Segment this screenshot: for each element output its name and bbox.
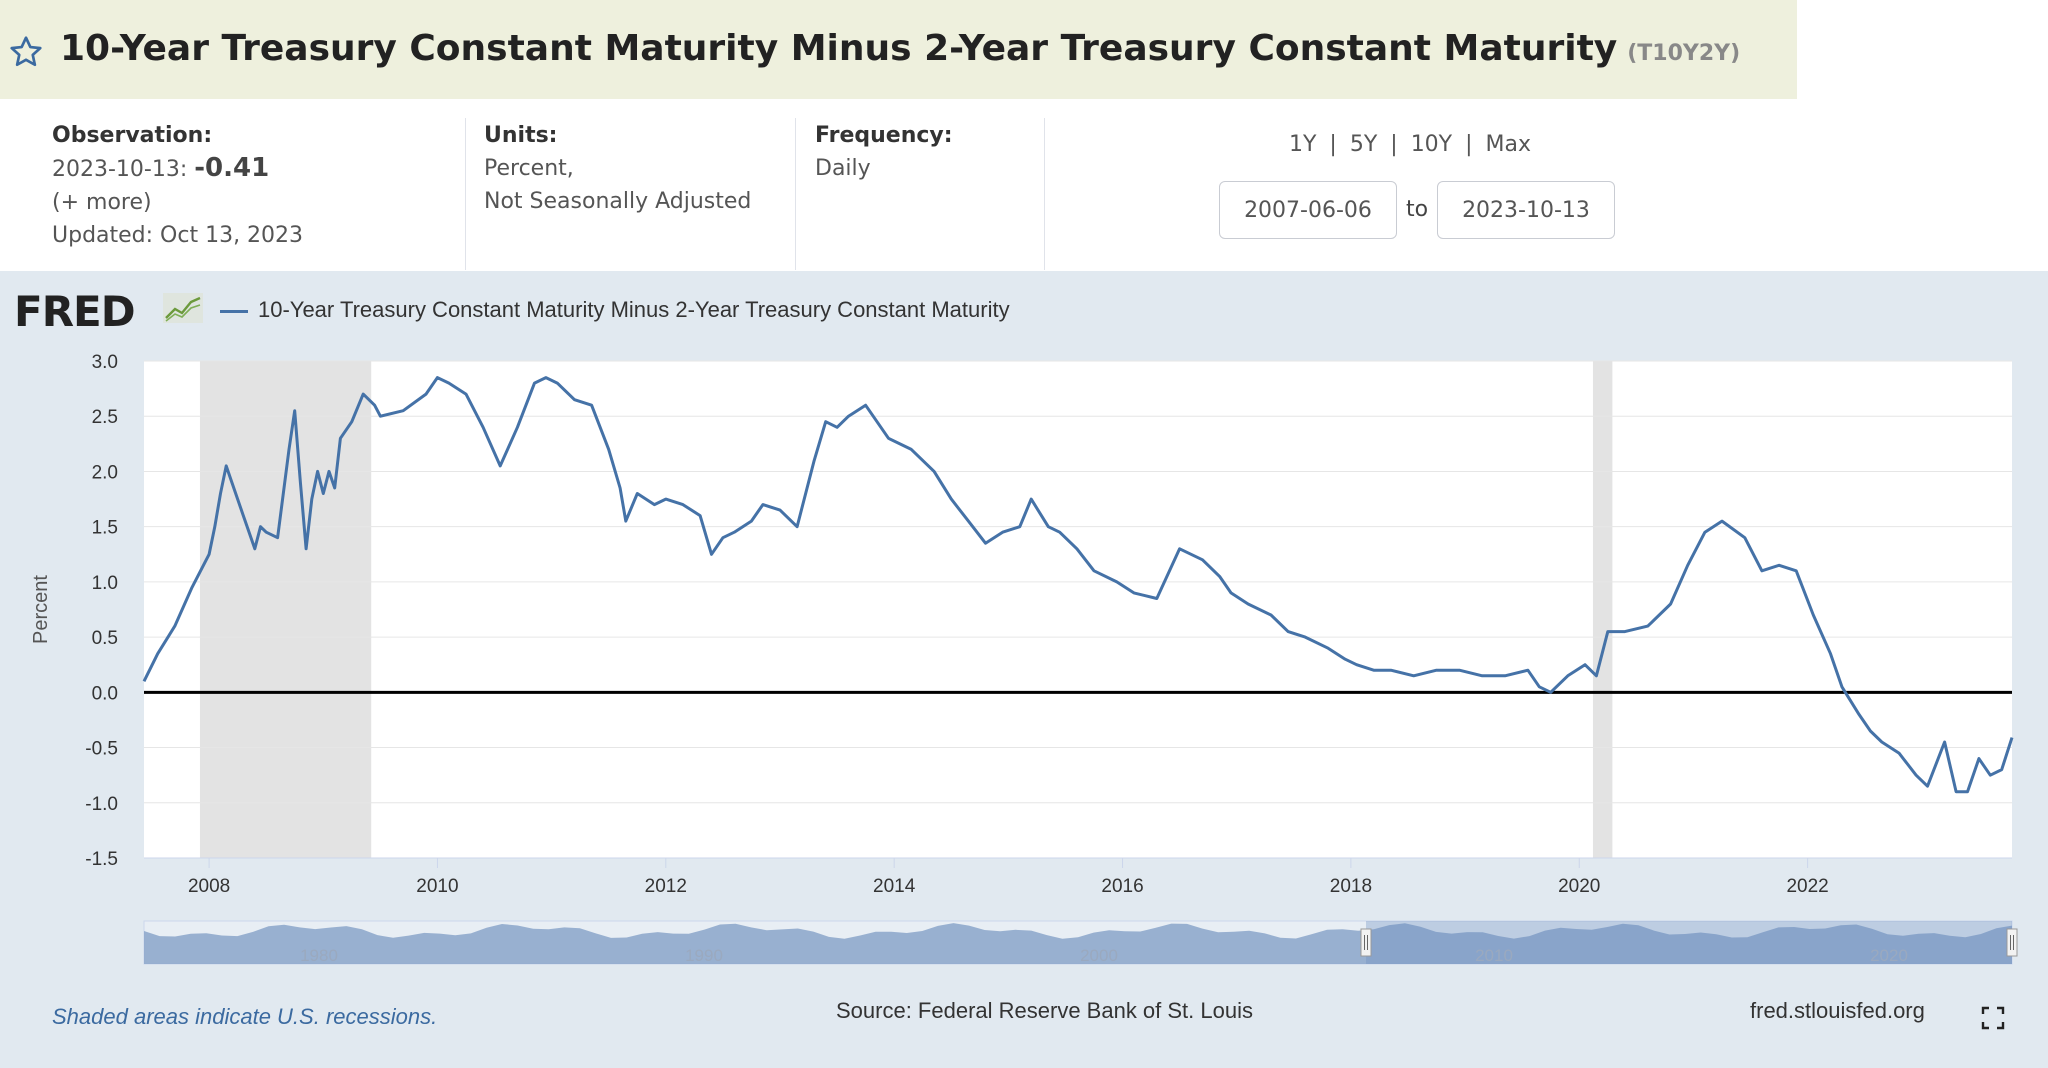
x-tick-label: 2018	[1330, 876, 1372, 897]
x-tick-label: 2010	[416, 876, 458, 897]
x-tick-label: 2008	[188, 876, 230, 897]
y-tick-label: -1.5	[85, 849, 118, 870]
navigator-area	[144, 923, 2012, 964]
frequency-block: Frequency: Daily	[815, 119, 953, 185]
navigator-label: 2010	[1475, 946, 1513, 965]
range-links: 1Y | 5Y | 10Y | Max	[1240, 132, 1580, 157]
navigator-label: 2020	[1870, 946, 1908, 965]
end-date-input[interactable]: 2023-10-13	[1437, 181, 1615, 239]
updated-date: Updated: Oct 13, 2023	[52, 223, 304, 248]
frequency-label: Frequency:	[815, 123, 953, 148]
site-link[interactable]: fred.stlouisfed.org	[1750, 998, 1925, 1023]
x-tick-label: 2022	[1786, 876, 1828, 897]
series-line	[142, 376, 2014, 794]
series-id: (T10Y2Y)	[1627, 41, 1741, 66]
divider	[465, 118, 466, 270]
legend-series-name: 10-Year Treasury Constant Maturity Minus…	[258, 297, 1010, 322]
y-tick-label: -1.0	[85, 794, 118, 815]
x-tick-label: 2012	[645, 876, 687, 897]
recession-note: Shaded areas indicate U.S. recessions.	[52, 1004, 438, 1029]
plot-area	[144, 361, 2012, 858]
navigator-label: 1980	[300, 946, 338, 965]
page-title: 10-Year Treasury Constant Maturity Minus…	[60, 28, 1740, 69]
range-separator: |	[1329, 132, 1337, 157]
y-tick-label: 2.5	[92, 407, 118, 428]
y-tick-label: 2.0	[92, 462, 118, 483]
star-icon[interactable]	[8, 34, 44, 70]
y-tick-label: 1.0	[92, 573, 118, 594]
fred-logo[interactable]: FRED	[14, 287, 136, 336]
range-10y-link[interactable]: 10Y	[1410, 132, 1453, 157]
to-label: to	[1406, 197, 1429, 222]
units-value-line2: Not Seasonally Adjusted	[484, 189, 752, 214]
source-text: Source: Federal Reserve Bank of St. Loui…	[836, 998, 1253, 1023]
x-tick-label: 2016	[1101, 876, 1143, 897]
observation-value: -0.41	[194, 153, 270, 183]
y-tick-label: 1.5	[92, 518, 118, 539]
navigator-label: 2000	[1080, 946, 1118, 965]
units-value-line1: Percent,	[484, 156, 574, 181]
chart-svg: 3.0 2.5 2.0 1.5 1.0 0.5 0.0 -0.5 -1.0 -1.5 2008 201…	[30, 352, 2018, 965]
range-max-link[interactable]: Max	[1485, 132, 1532, 157]
y-axis-title: Percent	[30, 575, 52, 644]
start-date-input[interactable]: 2007-06-06	[1219, 181, 1397, 239]
divider	[795, 118, 796, 270]
range-separator: |	[1465, 132, 1473, 157]
divider	[1044, 118, 1045, 270]
chart-panel: FRED 10-Year Treasury Constant Maturity …	[0, 271, 2048, 1068]
y-tick-label: 3.0	[92, 352, 118, 373]
frequency-value: Daily	[815, 156, 871, 181]
navigator-handle[interactable]	[1360, 928, 1372, 957]
y-tick-label: -0.5	[85, 739, 118, 760]
range-5y-link[interactable]: 5Y	[1349, 132, 1378, 157]
x-tick-label: 2014	[873, 876, 916, 897]
y-tick-label: 0.0	[92, 683, 118, 704]
fred-chart-logo-icon	[163, 293, 203, 323]
range-1y-link[interactable]: 1Y	[1288, 132, 1317, 157]
observation-label: Observation:	[52, 123, 213, 148]
title-bar: 10-Year Treasury Constant Maturity Minus…	[0, 0, 1797, 99]
navigator-handle[interactable]	[2006, 928, 2018, 957]
series-title: 10-Year Treasury Constant Maturity Minus…	[60, 28, 1618, 69]
fullscreen-icon[interactable]	[1980, 1005, 2006, 1031]
recession-band	[199, 361, 372, 858]
recession-band	[1592, 361, 1613, 858]
x-tick-label: 2020	[1558, 876, 1600, 897]
units-block: Units: Percent, Not Seasonally Adjusted	[484, 119, 751, 218]
navigator-selection	[1366, 921, 2012, 964]
observation-date: 2023-10-13:	[52, 157, 188, 182]
chart-legend: 10-Year Treasury Constant Maturity Minus…	[220, 297, 1010, 323]
range-separator: |	[1390, 132, 1398, 157]
y-tick-label: 0.5	[92, 628, 118, 649]
units-label: Units:	[484, 123, 558, 148]
more-observations-link[interactable]: (+ more)	[52, 190, 152, 215]
observation-block: Observation: 2023-10-13: -0.41 (+ more) …	[52, 119, 303, 252]
legend-swatch	[220, 309, 248, 313]
navigator-label: 1990	[685, 946, 723, 965]
